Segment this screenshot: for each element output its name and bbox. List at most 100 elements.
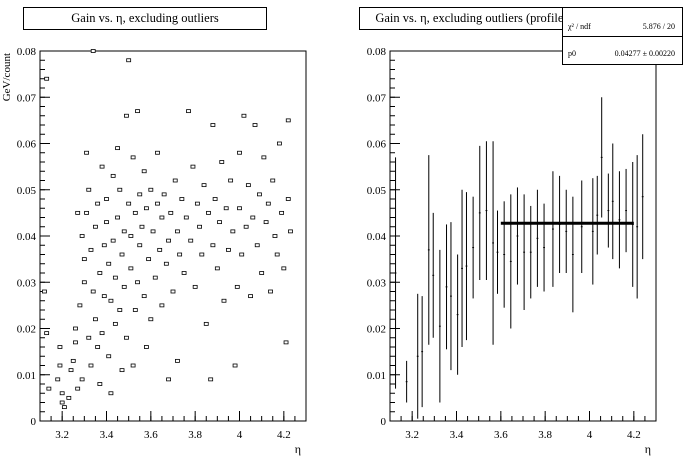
- data-point: [130, 363, 136, 368]
- stats-chi2-value: 5.876 / 20: [642, 22, 675, 31]
- data-point: [250, 215, 256, 220]
- data-point: [42, 289, 47, 294]
- data-point: [97, 271, 103, 275]
- data-point: [252, 123, 258, 127]
- data-point: [119, 252, 125, 257]
- stats-p0-value: 0.04277 ± 0.00220: [614, 49, 675, 58]
- data-point: [110, 238, 116, 243]
- data-point: [124, 113, 129, 118]
- data-point: [276, 141, 282, 146]
- data-point: [172, 178, 178, 183]
- data-point: [270, 178, 276, 183]
- data-point: [208, 377, 214, 382]
- data-point: [97, 382, 103, 386]
- data-point: [183, 215, 189, 220]
- data-point: [99, 164, 105, 169]
- data-point: [81, 257, 87, 262]
- y-tick-label: 0.03: [17, 277, 37, 289]
- data-point: [190, 164, 196, 169]
- data-point: [84, 150, 89, 155]
- data-point: [126, 201, 132, 206]
- data-point: [44, 76, 50, 81]
- y-tick-label: 0: [381, 416, 387, 428]
- data-point: [159, 215, 165, 220]
- y-tick-label: 0.07: [17, 92, 37, 104]
- data-point: [115, 215, 120, 220]
- data-point: [181, 271, 187, 275]
- data-point: [197, 224, 203, 229]
- data-point: [46, 386, 52, 391]
- y-tick-label: 0: [31, 416, 37, 428]
- data-point: [237, 150, 242, 155]
- data-point: [219, 160, 225, 164]
- y-tick-label: 0.02: [17, 324, 36, 336]
- data-point: [148, 317, 154, 322]
- x-tick-label: 4.2: [277, 429, 291, 441]
- data-point: [59, 400, 65, 405]
- x-tick-label: 3.4: [450, 429, 464, 441]
- data-point: [93, 224, 98, 229]
- data-point: [188, 238, 194, 243]
- data-point: [135, 280, 140, 285]
- data-point: [206, 210, 211, 215]
- data-point: [288, 229, 293, 234]
- data-point: [239, 252, 245, 257]
- data-point: [203, 321, 209, 326]
- data-point: [168, 210, 174, 215]
- data-point: [117, 187, 123, 192]
- data-point: [141, 294, 147, 299]
- x-tick-label: 3.8: [188, 429, 202, 441]
- data-point: [124, 335, 129, 340]
- stats-divider: [563, 36, 682, 37]
- data-point: [88, 363, 94, 368]
- data-point: [228, 178, 234, 183]
- data-point: [70, 358, 76, 363]
- y-tick-label: 0.08: [367, 46, 387, 58]
- y-tick-label: 0.04: [17, 231, 37, 243]
- data-point: [75, 386, 81, 391]
- data-point: [79, 234, 85, 238]
- data-point: [199, 252, 205, 257]
- data-point: [148, 187, 154, 192]
- y-tick-label: 0.01: [17, 370, 36, 382]
- data-point: [88, 247, 94, 252]
- data-point: [281, 266, 287, 271]
- y-tick-label: 0.01: [367, 370, 386, 382]
- data-point: [108, 298, 114, 303]
- data-point: [126, 58, 132, 63]
- data-point: [170, 289, 176, 294]
- data-point: [121, 229, 127, 234]
- data-point: [90, 49, 96, 53]
- data-point: [132, 210, 138, 215]
- x-tick-label: 4: [587, 429, 593, 441]
- stats-p0-label: p0: [568, 49, 576, 58]
- stats-chi2-row: χ² / ndf 5.876 / 20: [563, 16, 682, 37]
- data-point: [90, 289, 96, 294]
- y-axis-label: GeV/count: [1, 53, 13, 101]
- data-point: [230, 229, 236, 234]
- data-point: [150, 229, 156, 234]
- data-point: [143, 206, 149, 211]
- data-point: [234, 284, 240, 289]
- data-point: [166, 377, 171, 382]
- data-point: [217, 220, 222, 225]
- data-point: [130, 155, 136, 160]
- data-point: [104, 220, 109, 225]
- x-axis-label: η: [645, 442, 651, 456]
- data-point: [128, 266, 134, 271]
- data-point: [101, 243, 107, 248]
- data-point: [119, 368, 125, 373]
- data-point: [143, 345, 149, 349]
- data-point: [59, 391, 65, 396]
- y-tick-label: 0.02: [367, 324, 386, 336]
- data-point: [99, 331, 105, 336]
- data-point: [155, 201, 160, 206]
- data-point: [86, 335, 92, 340]
- x-tick-label: 4.2: [627, 429, 641, 441]
- y-tick-label: 0.05: [17, 185, 37, 197]
- data-point: [261, 155, 267, 160]
- plot-frame: [389, 50, 657, 422]
- right-chart-title: Gain vs. η, excluding outliers (profile): [359, 7, 584, 30]
- data-point: [121, 284, 127, 289]
- data-point: [232, 363, 238, 368]
